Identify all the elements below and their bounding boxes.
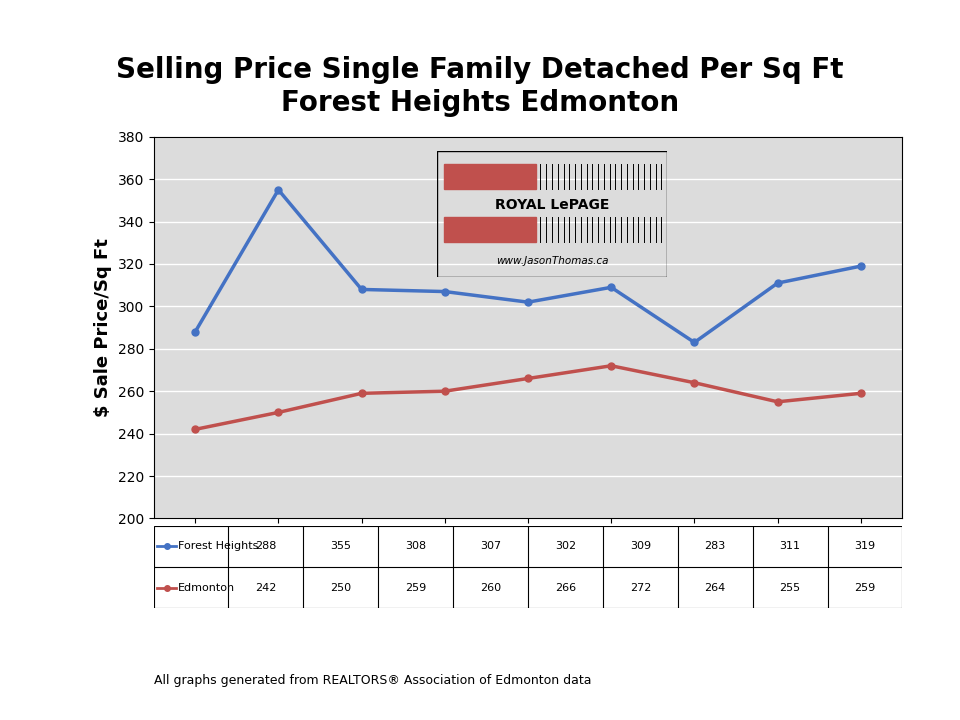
Text: 255: 255 (780, 582, 801, 593)
Text: 266: 266 (555, 582, 576, 593)
Text: 307: 307 (480, 541, 501, 552)
Text: Selling Price Single Family Detached Per Sq Ft
Forest Heights Edmonton: Selling Price Single Family Detached Per… (116, 56, 844, 117)
Bar (444, 217, 536, 242)
Text: 308: 308 (405, 541, 426, 552)
Text: ROYAL LePAGE: ROYAL LePAGE (494, 198, 610, 212)
Text: Forest Heights: Forest Heights (179, 541, 258, 552)
Text: 242: 242 (255, 582, 276, 593)
Text: 283: 283 (705, 541, 726, 552)
Text: 272: 272 (630, 582, 651, 593)
Text: 288: 288 (255, 541, 276, 552)
Text: 309: 309 (630, 541, 651, 552)
Text: 302: 302 (555, 541, 576, 552)
Text: 264: 264 (705, 582, 726, 593)
Text: 319: 319 (854, 541, 876, 552)
Text: 250: 250 (330, 582, 351, 593)
Text: 259: 259 (405, 582, 426, 593)
Text: 311: 311 (780, 541, 801, 552)
Text: Edmonton: Edmonton (179, 582, 235, 593)
Text: 260: 260 (480, 582, 501, 593)
Bar (444, 163, 536, 189)
Text: 259: 259 (854, 582, 876, 593)
Y-axis label: $ Sale Price/Sq Ft: $ Sale Price/Sq Ft (94, 238, 112, 417)
Text: All graphs generated from REALTORS® Association of Edmonton data: All graphs generated from REALTORS® Asso… (154, 674, 591, 687)
Text: www.JasonThomas.ca: www.JasonThomas.ca (495, 256, 609, 266)
Text: 355: 355 (330, 541, 351, 552)
